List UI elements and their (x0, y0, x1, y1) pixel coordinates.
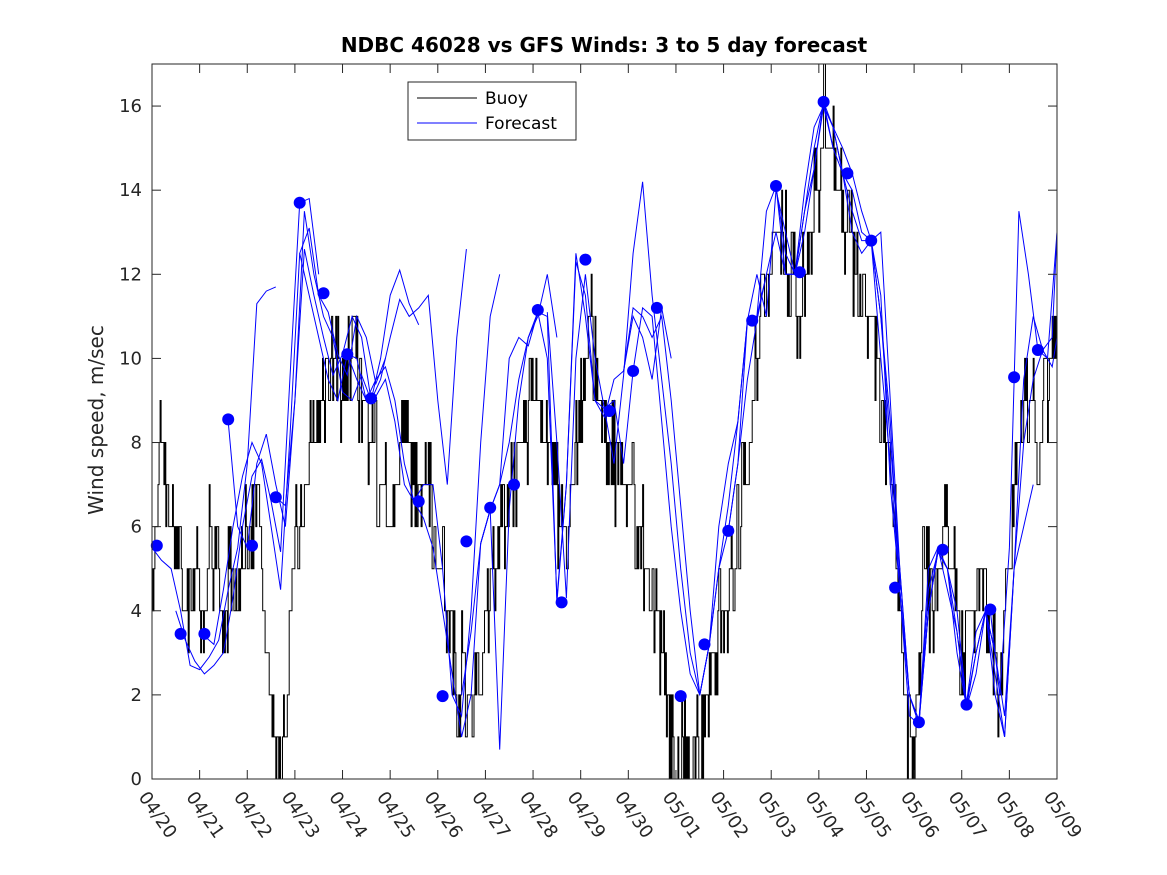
forecast-series-line-6 (346, 274, 558, 738)
forecast-marker-8 (341, 348, 354, 361)
forecast-marker-31 (912, 716, 925, 729)
y-tick-label-6: 6 (131, 517, 142, 538)
forecast-marker-35 (1008, 371, 1021, 384)
y-tick-label-14: 14 (119, 180, 142, 201)
forecast-marker-7 (317, 287, 330, 300)
y-tick-label-16: 16 (119, 96, 142, 117)
y-tick-label-10: 10 (119, 348, 142, 369)
forecast-marker-5 (269, 491, 282, 504)
forecast-marker-21 (674, 690, 687, 703)
forecast-marker-36 (1031, 344, 1044, 356)
y-tick-label-0: 0 (131, 769, 142, 790)
forecast-marker-28 (841, 167, 854, 180)
forecast-marker-26 (793, 266, 806, 279)
forecast-marker-29 (865, 234, 878, 247)
forecast-marker-14 (508, 478, 520, 491)
forecast-marker-11 (436, 690, 449, 703)
forecast-series-line-17 (989, 211, 1057, 695)
chart-title: NDBC 46028 vs GFS Winds: 3 to 5 day fore… (341, 33, 868, 57)
forecast-marker-2 (198, 627, 211, 640)
legend-buoy-label: Buoy (485, 89, 528, 109)
legend-box (407, 81, 577, 141)
forecast-marker-10 (412, 495, 425, 508)
forecast-marker-32 (936, 543, 949, 556)
y-tick-label-4: 4 (131, 601, 142, 622)
forecast-marker-20 (650, 301, 663, 314)
y-tick-label-12: 12 (119, 264, 142, 285)
forecast-series-line-14 (823, 105, 1034, 738)
forecast-marker-13 (484, 501, 497, 514)
plot-area (150, 64, 1057, 779)
forecast-marker-9 (365, 392, 378, 405)
y-axis-label: Wind speed, m/sec (84, 325, 108, 515)
forecast-marker-27 (817, 95, 830, 108)
forecast-marker-1 (174, 627, 187, 640)
forecast-marker-24 (746, 314, 759, 327)
forecast-marker-0 (150, 539, 163, 552)
forecast-marker-33 (960, 698, 973, 711)
forecast-series-line-16 (918, 232, 1057, 725)
forecast-marker-15 (531, 304, 544, 316)
forecast-marker-18 (603, 405, 616, 417)
y-tick-label-2: 2 (131, 685, 142, 706)
axes-box (151, 63, 1058, 780)
forecast-series-line-0 (152, 286, 277, 671)
forecast-marker-12 (460, 535, 473, 548)
forecast-marker-34 (984, 603, 997, 616)
forecast-marker-30 (889, 581, 902, 594)
forecast-marker-16 (555, 596, 568, 609)
forecast-marker-17 (579, 253, 592, 266)
forecast-marker-4 (246, 539, 258, 552)
forecast-marker-22 (698, 638, 711, 651)
y-tick-label-8: 8 (131, 433, 142, 454)
forecast-series-line-8 (480, 181, 701, 696)
legend-forecast-label: Forecast (485, 114, 557, 134)
forecast-series-line-3 (227, 248, 420, 550)
forecast-marker-3 (222, 413, 235, 426)
forecast-marker-19 (627, 365, 640, 377)
forecast-series-line-1 (175, 197, 320, 675)
forecast-series-line-2 (204, 227, 386, 646)
forecast-marker-6 (293, 196, 306, 209)
forecast-series-line-9 (546, 274, 767, 697)
forecast-marker-25 (770, 180, 782, 192)
legend: Buoy Forecast (407, 81, 577, 141)
forecast-series-line-10 (623, 104, 834, 695)
forecast-marker-23 (722, 524, 735, 537)
